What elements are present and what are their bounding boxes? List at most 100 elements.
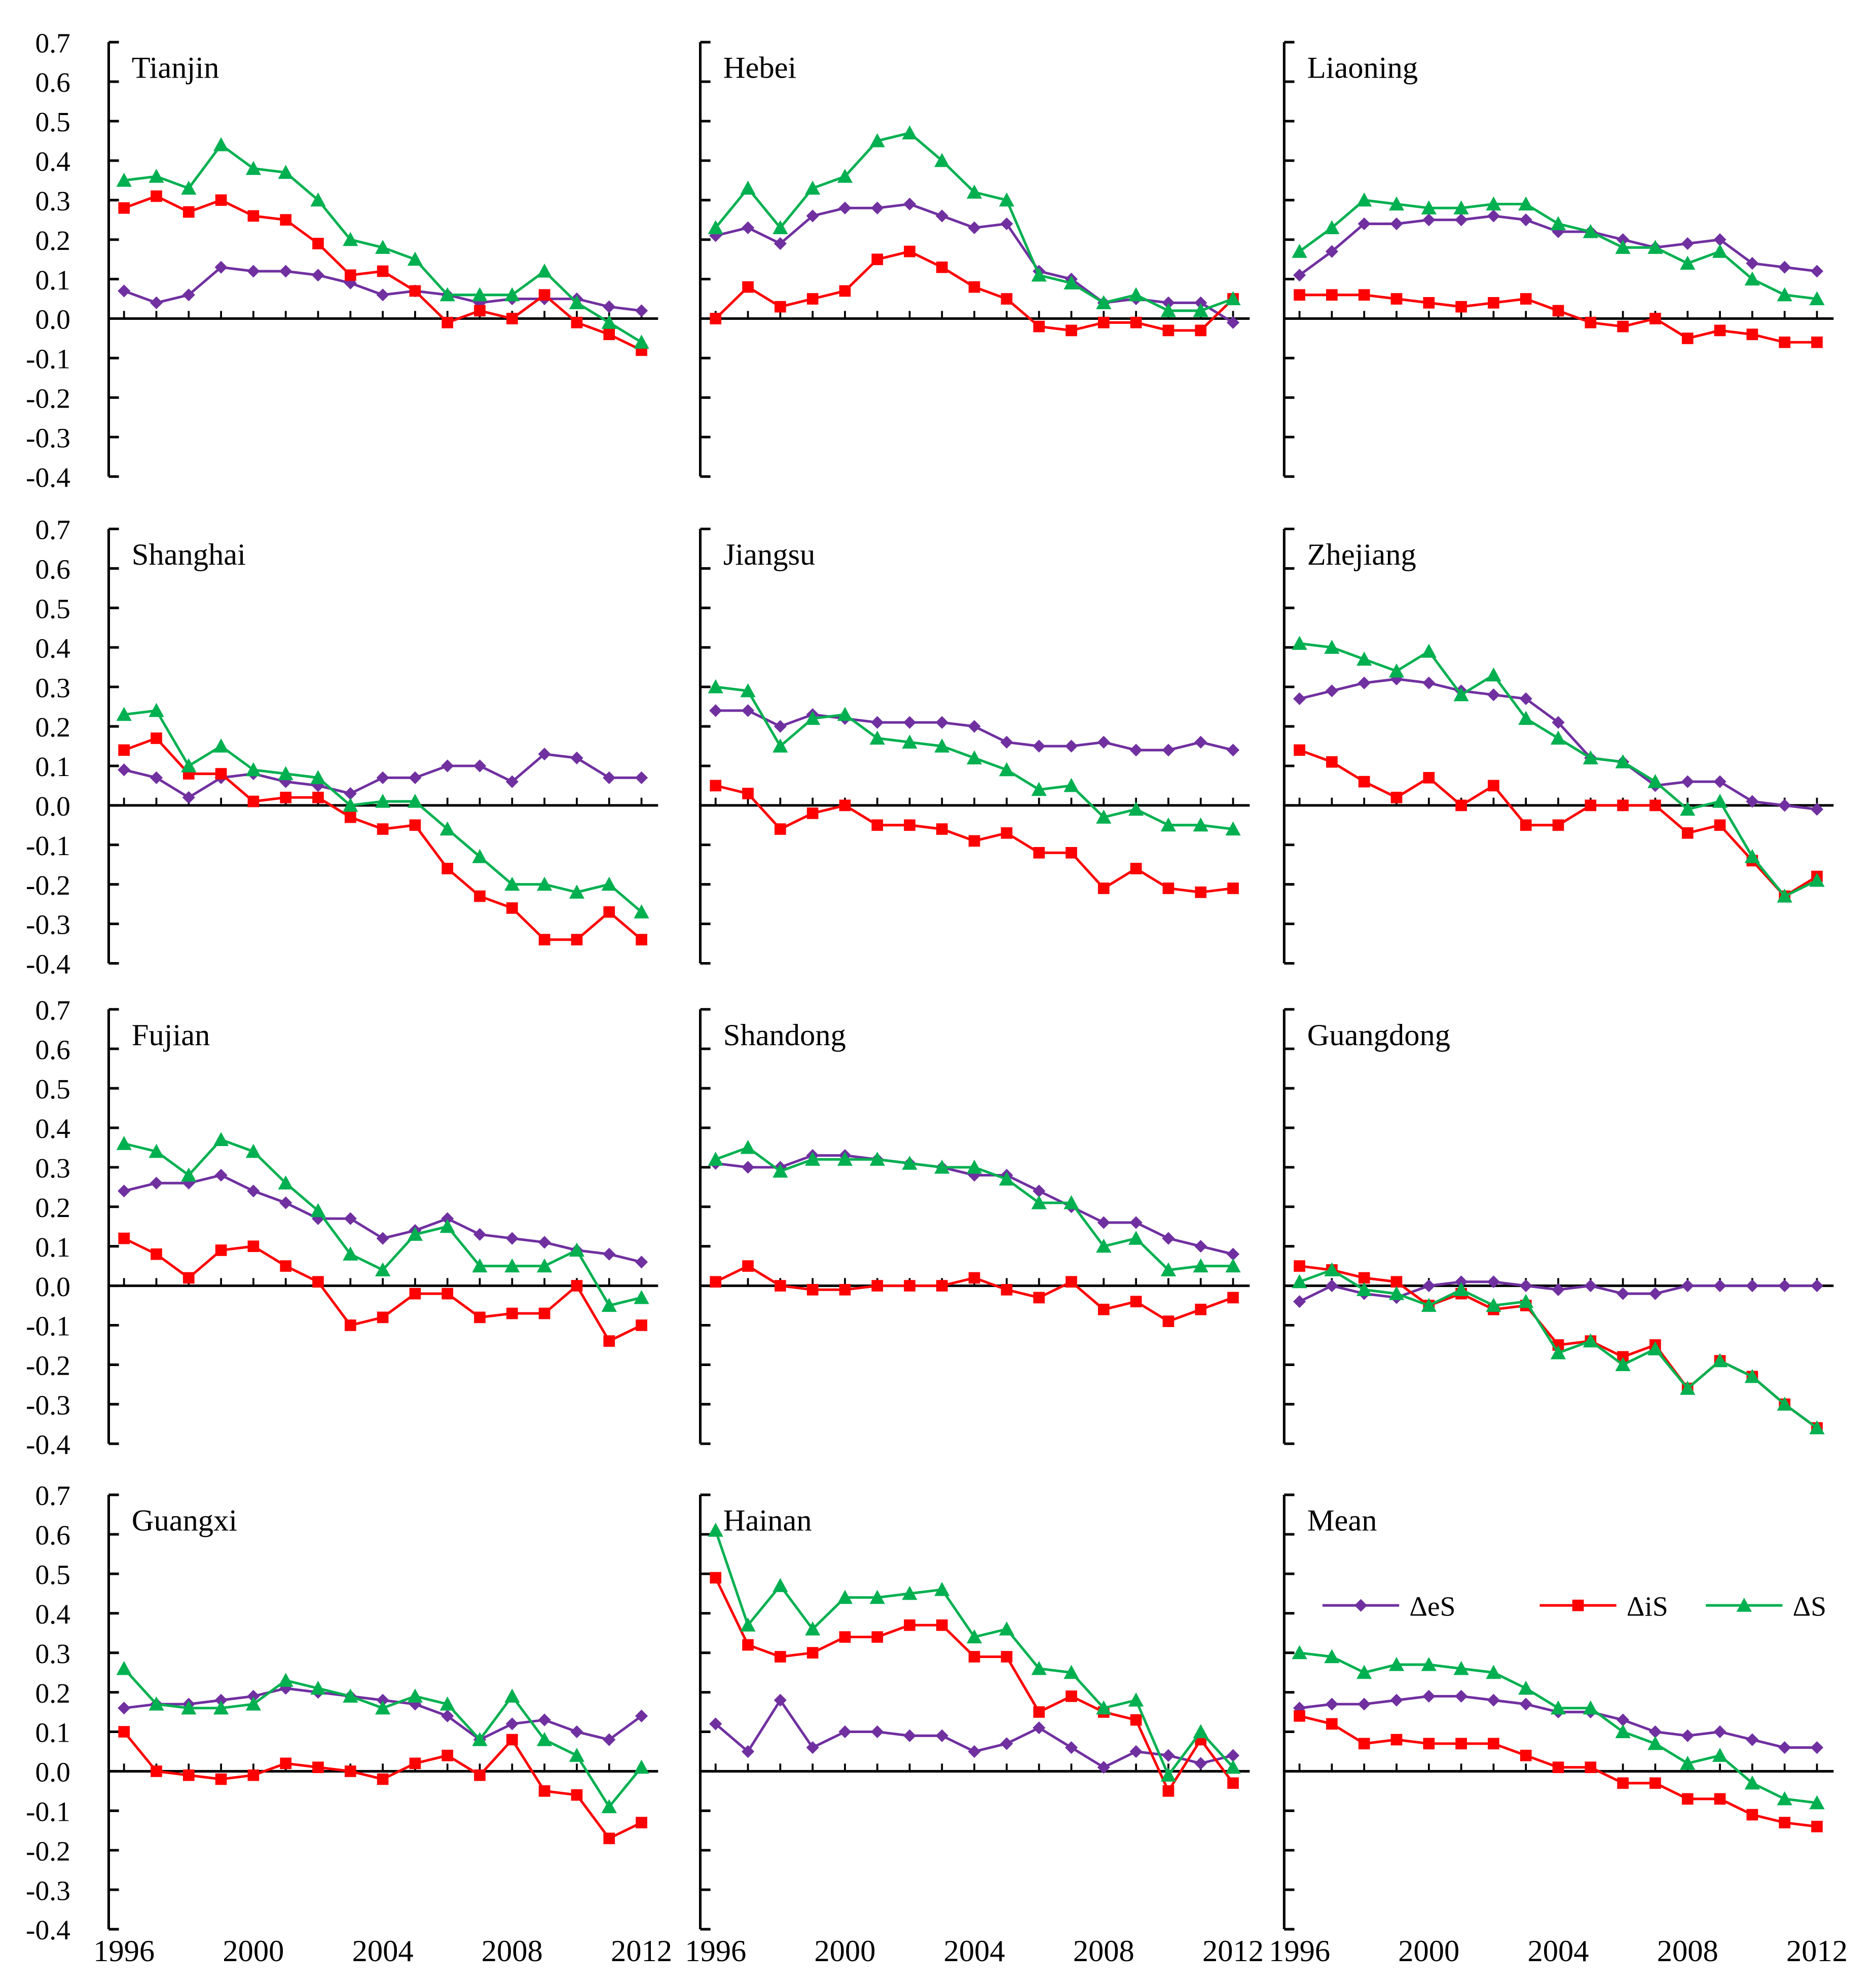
x-tick-label: 1996 [1269, 1934, 1330, 1968]
data-point [409, 1287, 421, 1300]
data-point [1779, 336, 1790, 348]
data-point [774, 301, 786, 313]
data-point [603, 1247, 616, 1261]
y-tick-label: 0.6 [35, 1034, 70, 1065]
data-point [1519, 213, 1532, 227]
data-point [806, 1284, 819, 1296]
panel-liaoning: Liaoning [1282, 41, 1834, 478]
data-point [710, 1572, 722, 1584]
data-point [312, 1761, 324, 1773]
legend-label: ΔS [1793, 1591, 1826, 1622]
data-point [904, 819, 915, 831]
data-point [1033, 320, 1045, 333]
data-point [344, 811, 356, 823]
data-point [1001, 293, 1013, 305]
data-point [1615, 240, 1631, 254]
y-tick-label: 0.2 [35, 225, 70, 256]
data-point [407, 1688, 423, 1703]
data-point [839, 285, 851, 297]
y-tick-label: 0.0 [35, 1757, 70, 1788]
data-point [1225, 291, 1241, 306]
data-point [838, 201, 852, 214]
data-point [407, 793, 423, 808]
data-point [903, 1729, 916, 1742]
data-point [377, 1311, 389, 1323]
panel-title: Hebei [723, 51, 796, 85]
data-point [1066, 324, 1077, 337]
data-point [247, 1689, 260, 1703]
data-point [966, 185, 982, 199]
data-point [538, 289, 550, 301]
data-point [1617, 320, 1629, 333]
data-point [1358, 1272, 1370, 1284]
series-line [123, 1237, 642, 1343]
data-point [635, 771, 648, 784]
data-point [1227, 1777, 1239, 1789]
data-point [1777, 888, 1792, 903]
data-point [1423, 297, 1435, 309]
data-point [1648, 1287, 1662, 1300]
x-tick-label: 2008 [1073, 1934, 1134, 1968]
data-point [804, 180, 821, 195]
data-point [1681, 827, 1694, 839]
data-point [1326, 289, 1338, 301]
data-point [968, 281, 980, 293]
data-point [1681, 333, 1694, 344]
data-point [409, 285, 421, 297]
data-point [1324, 1649, 1340, 1664]
data-point [181, 758, 197, 772]
data-point [601, 876, 617, 891]
y-tick-label: -0.3 [26, 422, 70, 453]
data-point [279, 1196, 292, 1209]
data-point [245, 762, 262, 777]
y-tick-label: 0.5 [35, 1074, 70, 1105]
data-point [934, 738, 950, 753]
data-point [871, 1725, 884, 1739]
data-point [999, 1621, 1015, 1636]
panel-title: Hainan [723, 1504, 812, 1538]
panel-shandong: Shandong [699, 1008, 1250, 1445]
series-line [123, 1668, 643, 1809]
data-point [538, 1307, 550, 1319]
data-point [710, 313, 722, 324]
data-point [1746, 1279, 1759, 1293]
data-point [409, 1757, 421, 1770]
data-point [1486, 1298, 1501, 1312]
data-point [1583, 1333, 1598, 1348]
data-point [1422, 213, 1436, 227]
data-point [1453, 687, 1469, 702]
series-line [1299, 199, 1817, 301]
data-point [1615, 754, 1631, 768]
data-point [538, 1236, 551, 1249]
data-point [118, 1232, 130, 1244]
data-point [741, 1745, 755, 1758]
data-point [213, 1132, 229, 1146]
data-point [151, 190, 162, 202]
data-point [1128, 801, 1144, 816]
data-point [1194, 1757, 1207, 1770]
data-point [182, 791, 195, 804]
data-point [1033, 1721, 1046, 1735]
data-point [1518, 1680, 1534, 1695]
data-point [968, 1745, 981, 1758]
data-point [1226, 1247, 1240, 1261]
y-tick-label: -0.1 [26, 1796, 70, 1827]
data-point [215, 768, 227, 780]
data-point [375, 1262, 391, 1277]
data-point [1421, 1656, 1437, 1671]
data-point [1325, 245, 1339, 258]
y-tick-label: 0.5 [35, 593, 70, 624]
data-point [636, 1319, 647, 1331]
data-point [280, 1260, 292, 1272]
data-point [181, 1167, 197, 1182]
y-tick-label: 0.2 [35, 1678, 70, 1709]
data-point [934, 153, 950, 167]
data-point [1810, 1279, 1824, 1293]
data-point [439, 1696, 455, 1711]
y-tick-label: -0.2 [26, 870, 70, 901]
data-point [1129, 1745, 1143, 1758]
data-point [1455, 1689, 1468, 1703]
data-point [1390, 1694, 1403, 1707]
data-point [506, 902, 518, 914]
data-point [571, 1280, 583, 1292]
